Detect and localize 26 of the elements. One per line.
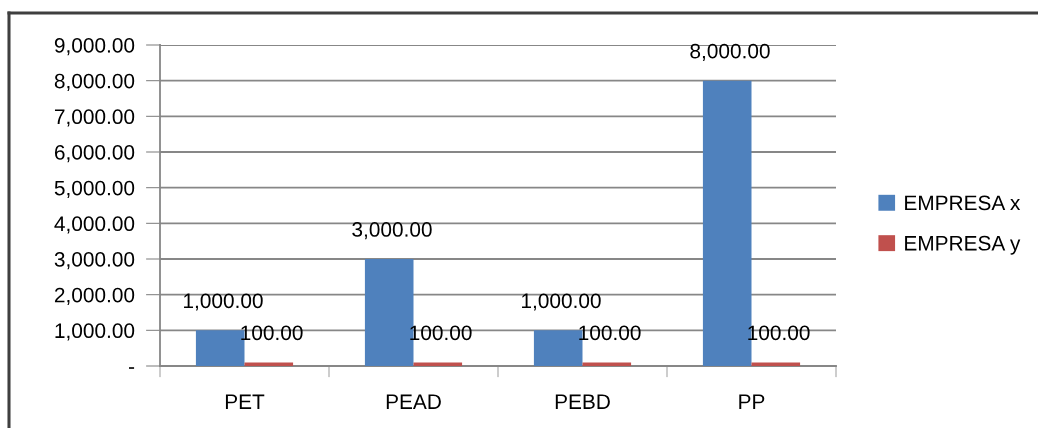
y-tick-label: 4,000.00 [54, 216, 135, 234]
y-tick-label: 8,000.00 [54, 73, 135, 91]
y-tick-label: 2,000.00 [54, 287, 135, 305]
x-tick-label: PEBD [555, 394, 610, 409]
y-tick-label: 5,000.00 [54, 180, 135, 198]
data-label: 100.00 [579, 325, 641, 341]
data-label: 1,000.00 [522, 293, 601, 311]
bar [244, 362, 294, 366]
legend-label: EMPRESA y [905, 235, 1021, 255]
y-tick-label: - [128, 367, 135, 369]
data-label: 100.00 [241, 325, 303, 341]
y-tick-label: 9,000.00 [54, 38, 135, 56]
bar [751, 362, 801, 366]
bar [582, 362, 632, 366]
x-tick-label: PP [739, 394, 765, 409]
y-tick-label: 3,000.00 [54, 252, 135, 270]
data-label: 8,000.00 [690, 43, 770, 61]
data-label: 3,000.00 [352, 222, 432, 240]
bar [413, 362, 463, 366]
y-tick-label: 6,000.00 [54, 145, 135, 163]
y-tick-label: 1,000.00 [55, 323, 135, 341]
legend-label: EMPRESA x [905, 195, 1021, 211]
data-label: 1,000.00 [184, 293, 263, 311]
x-tick-label: PET [225, 394, 265, 409]
y-tick-label: 7,000.00 [54, 109, 135, 127]
x-tick-label: PEAD [386, 394, 441, 409]
